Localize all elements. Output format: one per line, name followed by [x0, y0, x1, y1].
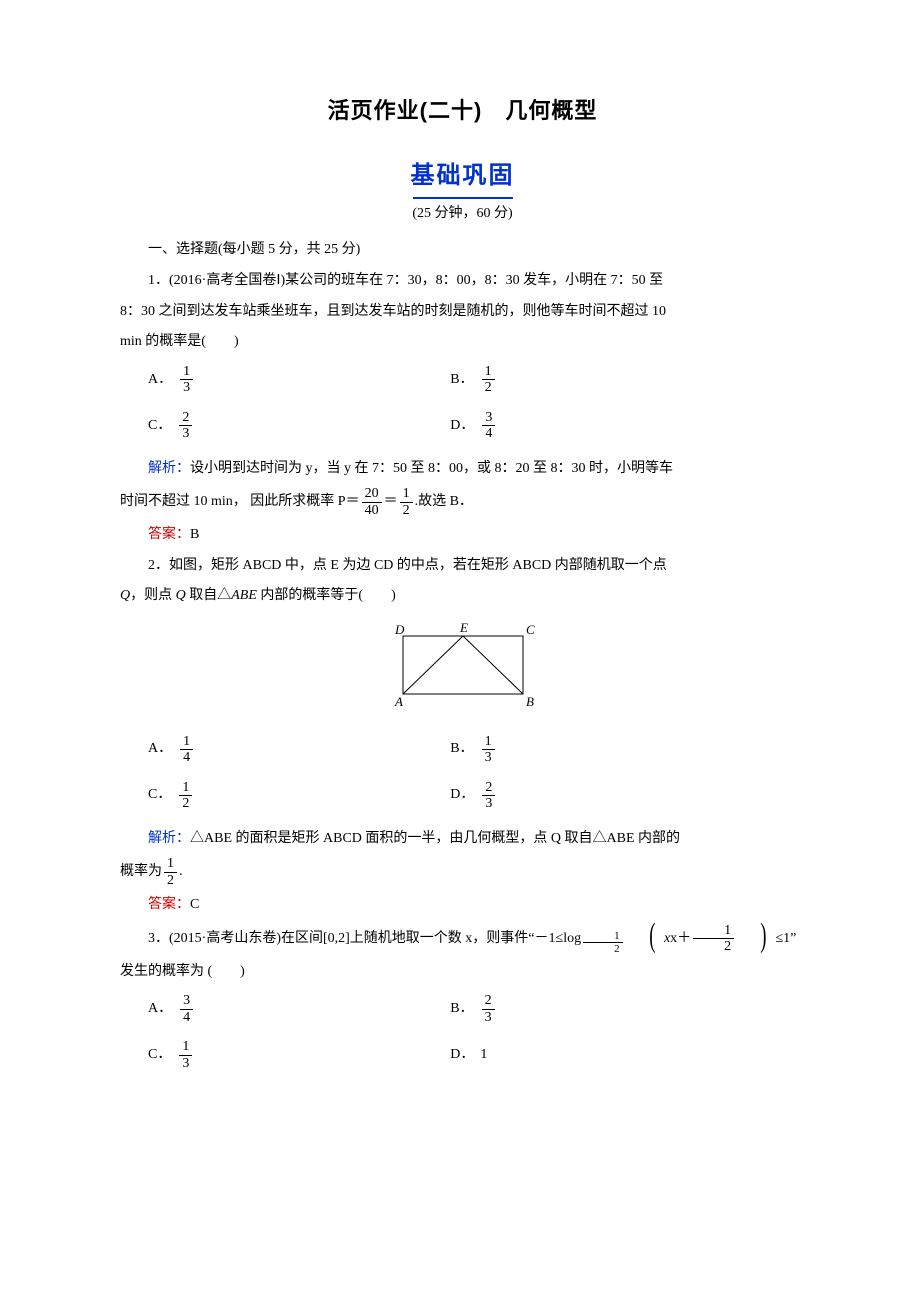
q3-stem-1: 3．(2015·高考山东卷)在区间[0,2]上随机地取一个数 x，则事件“－1≤… [120, 923, 805, 955]
q2-option-d: D．23 [450, 776, 752, 816]
q2-sol-frac: 12 [164, 856, 177, 888]
svg-text:C: C [526, 622, 535, 637]
q3-log-base: 12 [583, 930, 623, 955]
q1-b-frac: 12 [482, 364, 495, 396]
part1-heading: 一、选择题(每小题 5 分，共 25 分) [120, 237, 805, 264]
svg-text:B: B [526, 694, 534, 709]
section-underline [413, 197, 513, 199]
svg-text:E: E [459, 620, 468, 635]
worksheet-title: 活页作业(二十) 几何概型 [120, 90, 805, 132]
q1-sol-frac2: 12 [400, 486, 413, 518]
q1-option-c: C．23 [148, 406, 450, 446]
q2-options: A．14 B．13 C．12 D．23 [148, 730, 805, 822]
q3-stem-2: 发生的概率为 ( ) [120, 959, 805, 986]
answer-label: 答案： [148, 527, 190, 542]
q3-option-b: B．23 [450, 989, 752, 1029]
answer-label: 答案： [148, 897, 190, 912]
q1-options: A．13 B．12 C．23 D．34 [148, 360, 805, 452]
q3-option-c: C．13 [148, 1035, 450, 1075]
q3-option-d: D．1 [450, 1035, 752, 1075]
q3-options: A．34 B．23 C．13 D．1 [148, 989, 805, 1081]
svg-text:A: A [394, 694, 403, 709]
section-heading-text: 基础巩固 [411, 163, 515, 189]
q2-answer: 答案：C [120, 892, 805, 919]
solution-label: 解析： [148, 831, 190, 846]
q1-solution-2: 时间不超过 10 min， 因此所求概率 P＝2040＝12.故选 B． [120, 486, 805, 518]
q2-stem-2: Q，则点 Q 取自△ABE 内部的概率等于( ) [120, 583, 805, 610]
rectangle-diagram-icon: D E C A B [383, 618, 543, 713]
q2-option-b: B．13 [450, 730, 752, 770]
q3-option-a: A．34 [148, 989, 450, 1029]
q2-option-a: A．14 [148, 730, 450, 770]
q2-solution-1: 解析：△ABE 的面积是矩形 ABCD 面积的一半，由几何概型，点 Q 取自△A… [120, 826, 805, 853]
q1-stem-3: min 的概率是( ) [120, 329, 805, 356]
q2-stem-1: 2．如图，矩形 ABCD 中，点 E 为边 CD 的中点，若在矩形 ABCD 内… [120, 553, 805, 580]
solution-label: 解析： [148, 461, 190, 476]
q1-stem-2: 8：30 之间到达发车站乘坐班车，且到达发车站的时刻是随机的，则他等车时间不超过… [120, 299, 805, 326]
q1-c-frac: 23 [179, 410, 192, 442]
q1-d-frac: 34 [482, 410, 495, 442]
q1-solution-1: 解析：设小明到达时间为 y，当 y 在 7：50 至 8：00，或 8：20 至… [120, 456, 805, 483]
q2-solution-2: 概率为12. [120, 856, 805, 888]
q1-option-b: B．12 [450, 360, 752, 400]
q1-answer: 答案：B [120, 522, 805, 549]
svg-text:D: D [394, 622, 405, 637]
q2-diagram: D E C A B [120, 618, 805, 724]
timing-info: (25 分钟，60 分) [120, 201, 805, 228]
q1-option-d: D．34 [450, 406, 752, 446]
q1-sol-frac1: 2040 [362, 486, 382, 518]
q1-stem-1: 1．(2016·高考全国卷Ⅰ)某公司的班车在 7：30，8：00，8：30 发车… [120, 268, 805, 295]
q1-a-frac: 13 [180, 364, 193, 396]
q2-option-c: C．12 [148, 776, 450, 816]
section-heading: 基础巩固 [120, 154, 805, 199]
q3-inner-frac: 12 [693, 923, 734, 955]
q1-option-a: A．13 [148, 360, 450, 400]
